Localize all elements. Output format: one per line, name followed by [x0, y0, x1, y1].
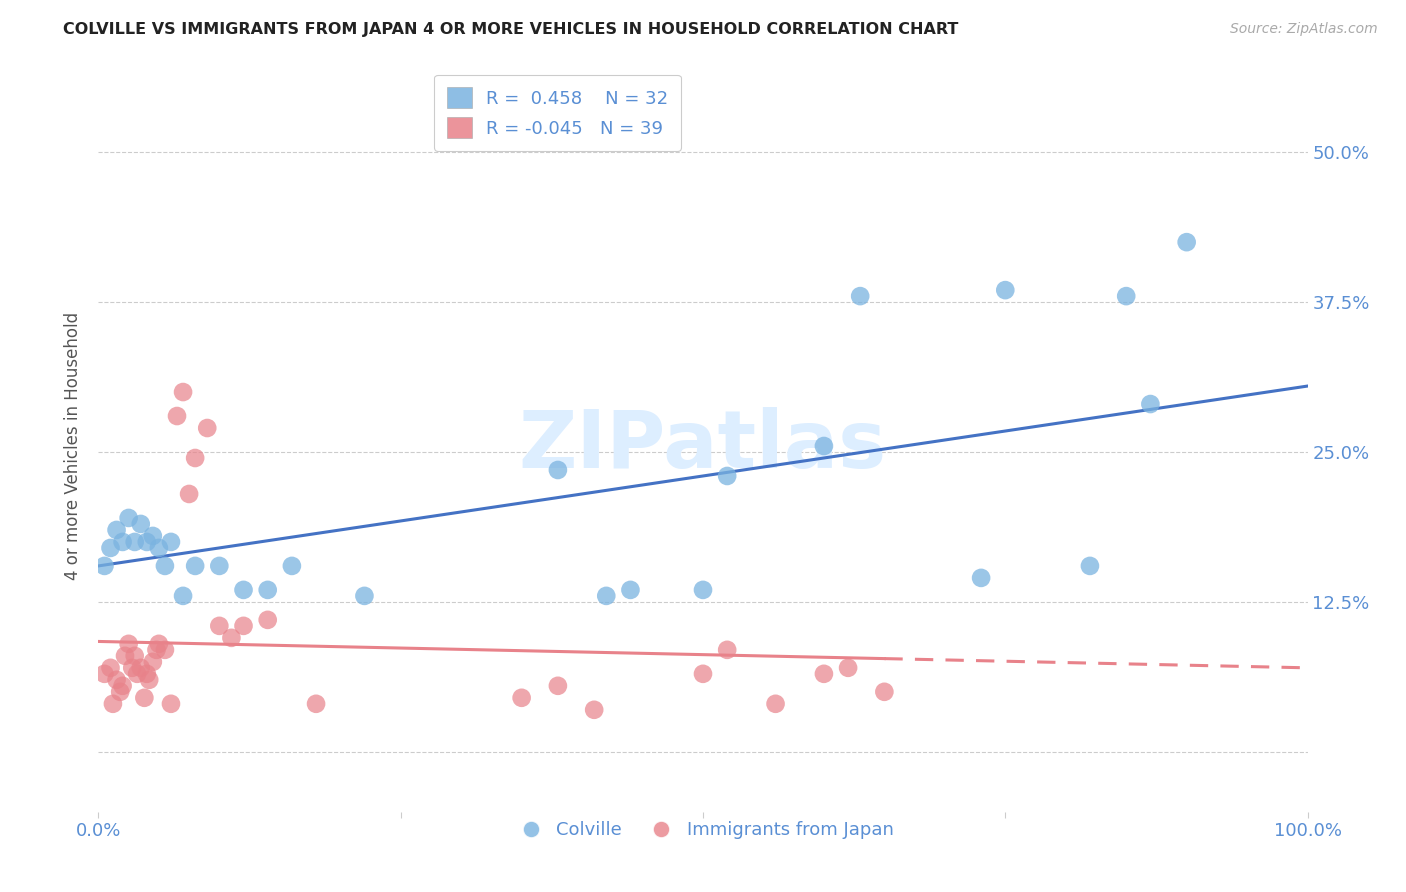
Point — [813, 666, 835, 681]
Point — [1115, 289, 1137, 303]
Point — [118, 637, 141, 651]
Point — [160, 697, 183, 711]
Point — [160, 535, 183, 549]
Point — [195, 421, 218, 435]
Point — [692, 666, 714, 681]
Point — [93, 666, 115, 681]
Point — [142, 529, 165, 543]
Point — [256, 582, 278, 597]
Point — [353, 589, 375, 603]
Point — [135, 535, 157, 549]
Point — [547, 463, 569, 477]
Point — [619, 582, 641, 597]
Point — [184, 450, 207, 465]
Point — [105, 673, 128, 687]
Point — [849, 289, 872, 303]
Point — [547, 679, 569, 693]
Point — [172, 589, 194, 603]
Legend: Colville, Immigrants from Japan: Colville, Immigrants from Japan — [505, 814, 901, 847]
Point — [118, 511, 141, 525]
Point — [129, 516, 152, 531]
Point — [114, 648, 136, 663]
Point — [105, 523, 128, 537]
Point — [184, 558, 207, 573]
Point — [1078, 558, 1101, 573]
Point — [765, 697, 787, 711]
Point — [108, 685, 131, 699]
Point — [111, 535, 134, 549]
Point — [1175, 235, 1198, 249]
Point — [305, 697, 328, 711]
Point — [134, 690, 156, 705]
Point — [166, 409, 188, 423]
Point — [232, 582, 254, 597]
Point — [129, 661, 152, 675]
Point — [124, 648, 146, 663]
Point — [692, 582, 714, 597]
Point — [135, 666, 157, 681]
Point — [127, 666, 149, 681]
Text: Source: ZipAtlas.com: Source: ZipAtlas.com — [1230, 22, 1378, 37]
Y-axis label: 4 or more Vehicles in Household: 4 or more Vehicles in Household — [65, 312, 83, 580]
Point — [716, 469, 738, 483]
Point — [510, 690, 533, 705]
Point — [232, 619, 254, 633]
Point — [208, 619, 231, 633]
Point — [716, 643, 738, 657]
Point — [111, 679, 134, 693]
Point — [145, 643, 167, 657]
Text: ZIPatlas: ZIPatlas — [519, 407, 887, 485]
Point — [281, 558, 304, 573]
Point — [837, 661, 859, 675]
Text: COLVILLE VS IMMIGRANTS FROM JAPAN 4 OR MORE VEHICLES IN HOUSEHOLD CORRELATION CH: COLVILLE VS IMMIGRANTS FROM JAPAN 4 OR M… — [63, 22, 959, 37]
Point — [256, 613, 278, 627]
Point — [138, 673, 160, 687]
Point — [172, 385, 194, 400]
Point — [221, 631, 243, 645]
Point — [813, 439, 835, 453]
Point — [93, 558, 115, 573]
Point — [1139, 397, 1161, 411]
Point — [101, 697, 124, 711]
Point — [142, 655, 165, 669]
Point — [153, 558, 176, 573]
Point — [100, 541, 122, 555]
Point — [994, 283, 1017, 297]
Point — [121, 661, 143, 675]
Point — [208, 558, 231, 573]
Point — [153, 643, 176, 657]
Point — [595, 589, 617, 603]
Point — [583, 703, 606, 717]
Point — [179, 487, 201, 501]
Point — [100, 661, 122, 675]
Point — [873, 685, 896, 699]
Point — [970, 571, 993, 585]
Point — [148, 637, 170, 651]
Point — [148, 541, 170, 555]
Point — [124, 535, 146, 549]
